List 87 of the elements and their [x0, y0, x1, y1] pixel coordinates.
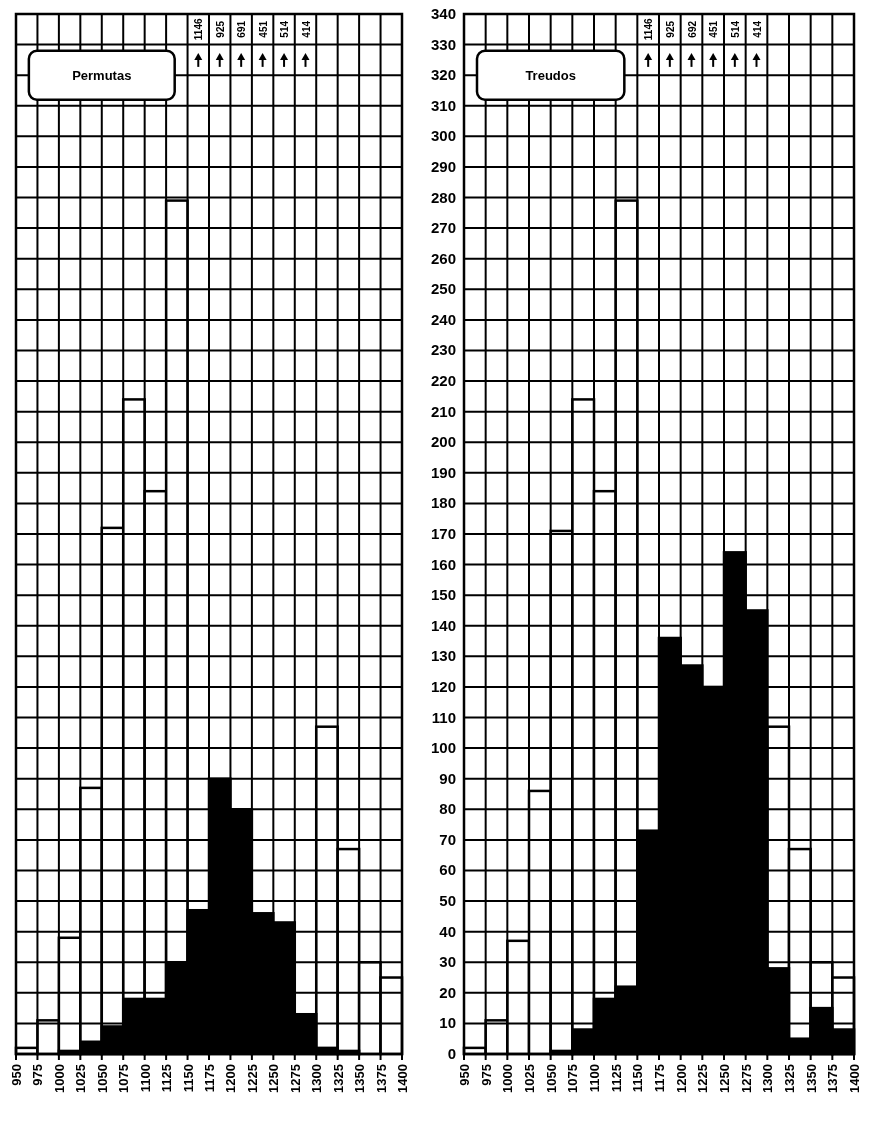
x-tick-label: 1100: [137, 1064, 153, 1093]
x-tick-label: 1275: [287, 1064, 303, 1093]
annotation: 925: [214, 20, 226, 38]
x-tick-label: 1075: [565, 1064, 581, 1093]
x-tick-label: 1000: [51, 1064, 67, 1093]
y-tick-label: 110: [431, 708, 456, 726]
y-tick-label: 210: [430, 402, 456, 420]
x-tick-label: 1375: [825, 1064, 841, 1093]
x-tick-label: 1400: [395, 1064, 410, 1093]
x-tick-label: 1325: [330, 1064, 346, 1093]
x-tick-label: 1350: [803, 1064, 819, 1093]
y-tick-label: 230: [430, 341, 456, 359]
x-tick-label: 1200: [673, 1064, 689, 1093]
x-tick-label: 1225: [244, 1064, 260, 1093]
y-tick-label: 10: [439, 1014, 456, 1032]
y-tick-label: 290: [430, 157, 456, 175]
y-tick-label: 40: [439, 922, 456, 940]
x-tick-label: 975: [30, 1064, 46, 1086]
x-tick-label: 975: [478, 1064, 494, 1086]
x-tick-label: 1350: [352, 1064, 368, 1093]
y-tick-label: 250: [430, 280, 456, 298]
x-tick-label: 950: [9, 1064, 24, 1086]
y-tick-label: 190: [430, 463, 456, 481]
x-tick-label: 1325: [782, 1064, 797, 1093]
y-tick-label: 170: [430, 525, 456, 542]
y-tick-label: 340: [430, 5, 456, 22]
x-tick-label: 1025: [73, 1064, 89, 1093]
y-tick-label: 160: [430, 555, 456, 573]
x-tick-label: 1300: [309, 1064, 325, 1093]
y-tick-label: 180: [430, 494, 456, 512]
annotation: 451: [708, 20, 720, 38]
y-tick-label: 90: [439, 769, 456, 787]
y-tick-label: 240: [430, 310, 456, 328]
x-tick-label: 1050: [94, 1064, 110, 1093]
x-tick-label: 1075: [116, 1064, 132, 1093]
x-tick-label: 1025: [522, 1064, 537, 1093]
y-tick-label: 150: [430, 586, 456, 604]
y-tick-label: 70: [439, 830, 456, 848]
x-tick-label: 1275: [738, 1064, 754, 1093]
text: Treudos: [525, 68, 576, 84]
annotation: 691: [236, 20, 248, 38]
x-tick-label: 1175: [652, 1064, 667, 1093]
y-tick-label: 330: [430, 35, 456, 53]
annotation: 414: [751, 20, 763, 38]
y-tick-label: 310: [430, 96, 456, 114]
x-tick-label: 1375: [373, 1064, 389, 1093]
x-tick-label: 1125: [608, 1064, 624, 1093]
y-tick-label: 220: [430, 372, 456, 390]
x-tick-label: 1400: [847, 1064, 862, 1093]
x-tick-label: 950: [457, 1064, 472, 1086]
x-tick-label: 1100: [587, 1064, 602, 1093]
x-tick-label: 1000: [500, 1064, 516, 1093]
y-tick-label: 280: [430, 188, 456, 206]
x-tick-label: 1050: [543, 1064, 559, 1093]
annotation: 514: [729, 20, 741, 38]
y-tick-label: 130: [430, 647, 456, 665]
annotation: 692: [686, 20, 698, 38]
y-tick-label: 300: [430, 127, 456, 145]
annotation: 451: [257, 20, 269, 38]
y-tick-label: 20: [439, 983, 456, 1001]
x-tick-label: 1300: [760, 1064, 776, 1093]
y-tick-label: 30: [439, 953, 456, 971]
y-tick-label: 140: [430, 616, 456, 634]
y-tick-label: 120: [430, 677, 456, 695]
text: Permutas: [72, 68, 132, 84]
x-tick-label: 1125: [159, 1064, 175, 1093]
annotation: 925: [664, 20, 676, 38]
annotation: 1146: [643, 18, 655, 41]
x-tick-label: 1250: [717, 1064, 732, 1093]
y-tick-label: 80: [439, 800, 456, 818]
x-tick-label: 1175: [202, 1064, 217, 1093]
y-tick-label: 0: [447, 1045, 456, 1062]
y-tick-label: 200: [430, 433, 456, 451]
x-tick-label: 1150: [180, 1064, 196, 1093]
y-tick-label: 260: [430, 249, 456, 267]
y-tick-label: 60: [439, 861, 456, 879]
annotation: 1146: [193, 18, 205, 41]
x-tick-label: 1150: [630, 1064, 646, 1093]
x-tick-label: 1225: [695, 1064, 711, 1093]
y-tick-label: 320: [430, 66, 456, 84]
y-tick-label: 270: [430, 219, 456, 237]
annotation: 514: [279, 20, 291, 38]
y-tick-label: 50: [439, 892, 456, 910]
y-tick-label: 100: [430, 739, 456, 757]
annotation: 414: [300, 20, 312, 38]
x-tick-label: 1250: [266, 1064, 282, 1093]
x-tick-label: 1200: [223, 1064, 239, 1093]
